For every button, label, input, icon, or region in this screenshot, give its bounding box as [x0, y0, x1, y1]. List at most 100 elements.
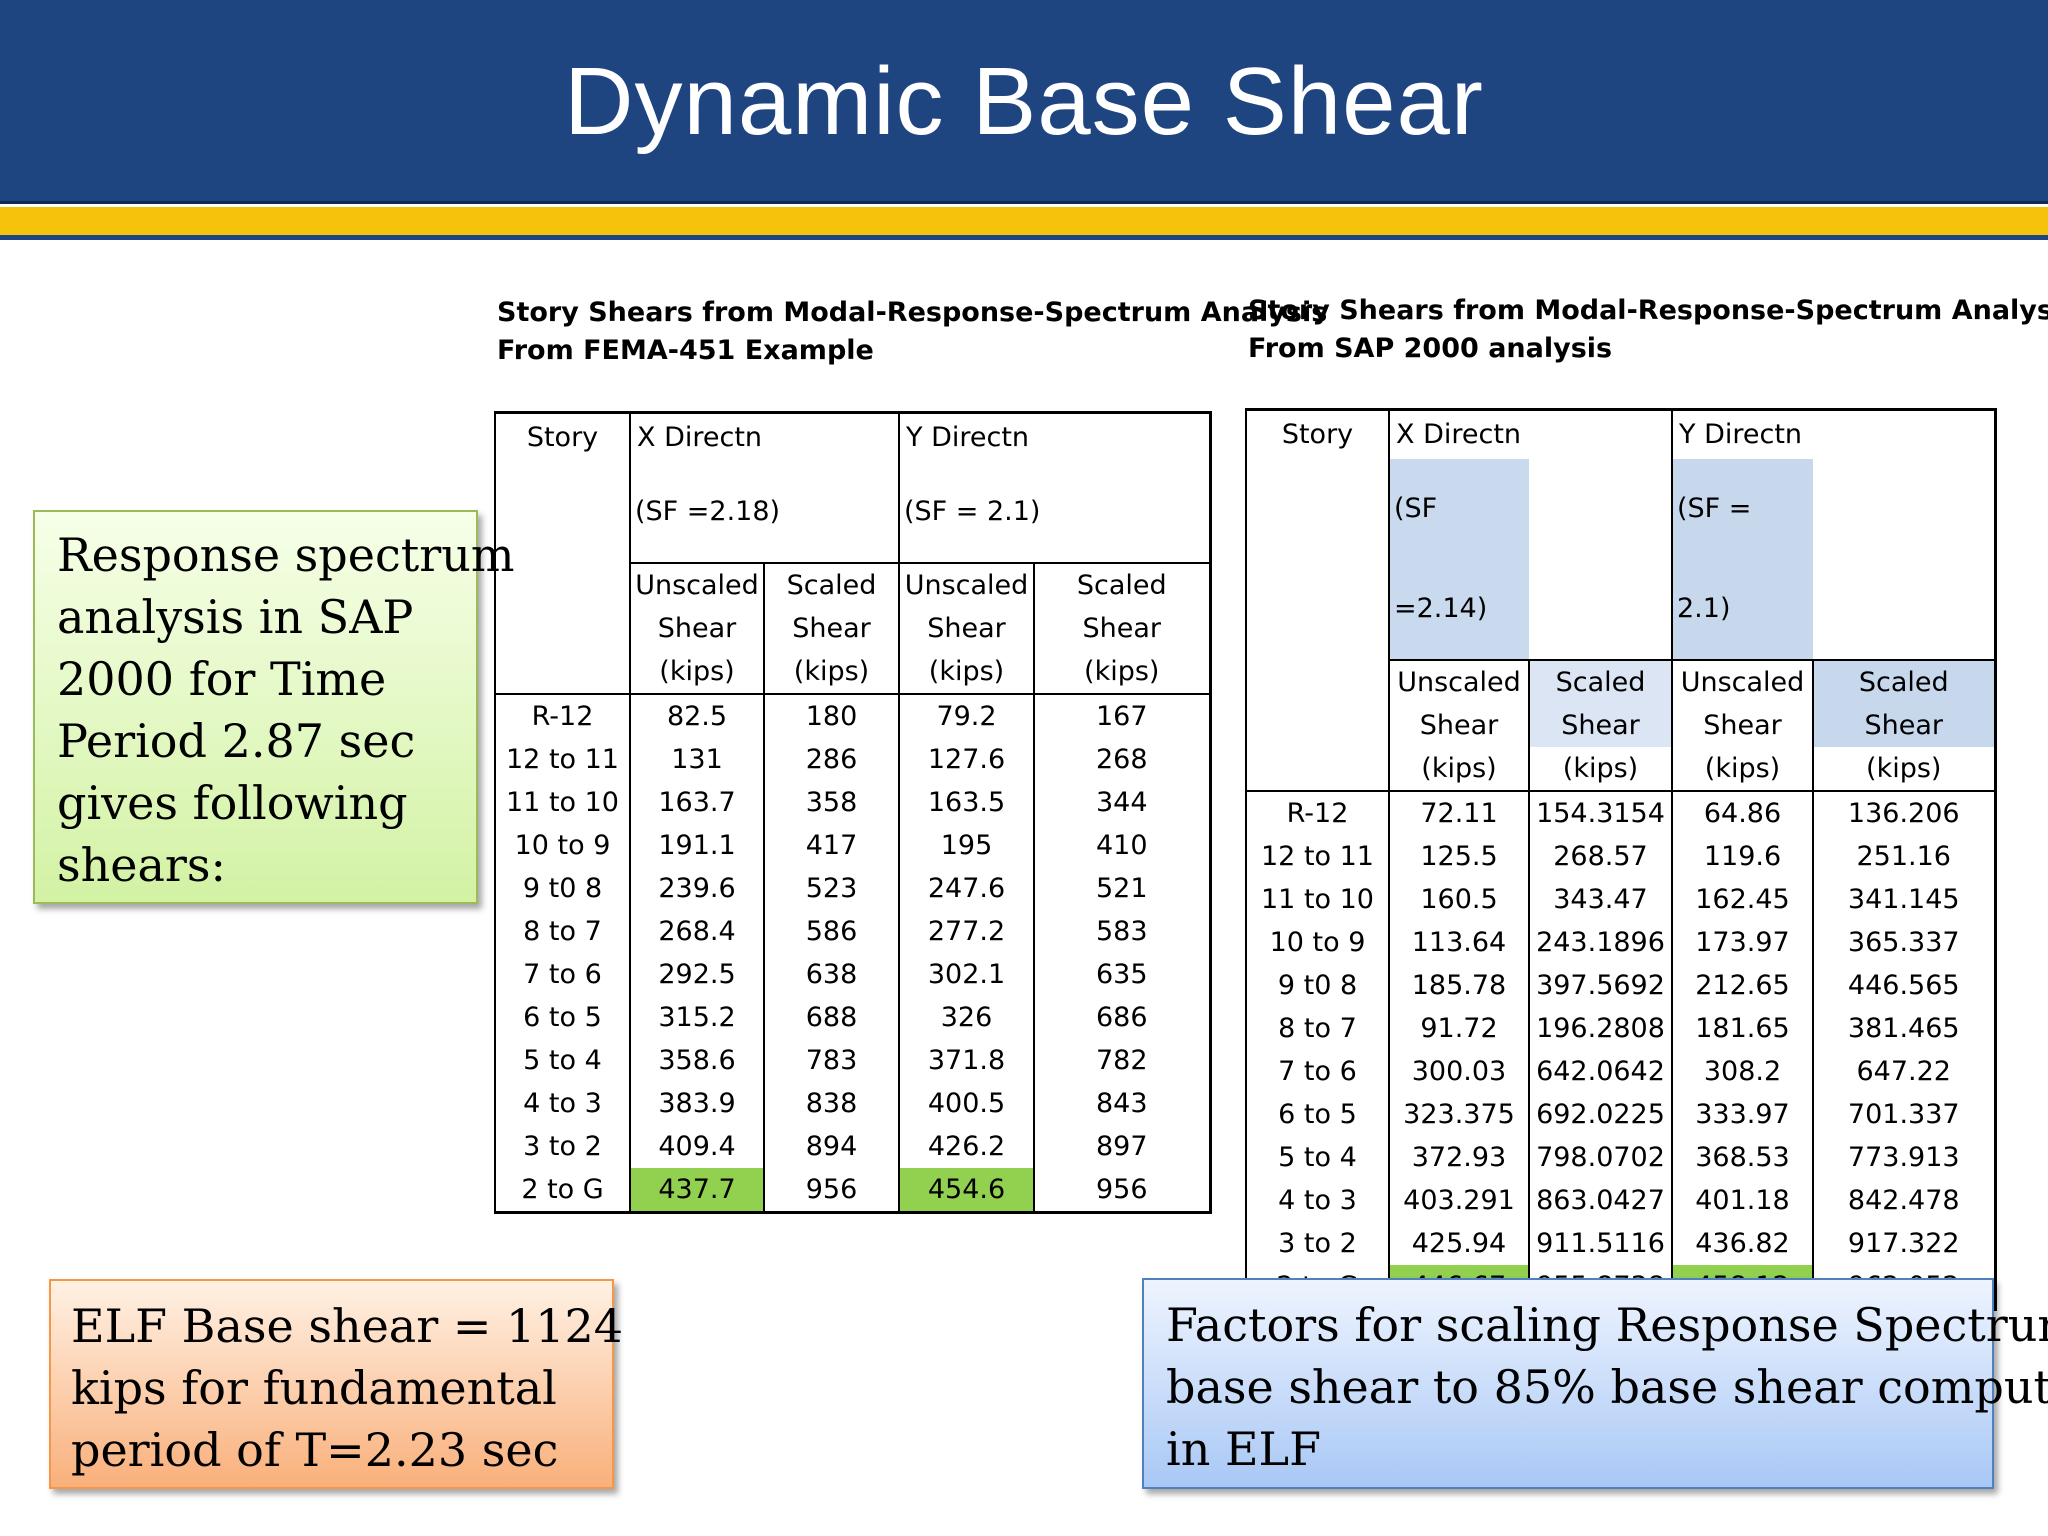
- shear-value-cell: 243.1896: [1528, 921, 1672, 964]
- shear-value-cell: 163.7: [629, 781, 764, 824]
- story-cell: 11 to 10: [494, 781, 630, 824]
- shear-value-cell: 409.4: [629, 1125, 764, 1168]
- shear-value-cell: 911.5116: [1528, 1222, 1672, 1265]
- shear-value-cell: 72.11: [1388, 790, 1529, 835]
- shear-value-cell: 638: [763, 953, 899, 996]
- table-row: 5 to 4 358.6 783 371.8 782: [494, 1039, 1212, 1082]
- story-cell: 12 to 11: [1245, 835, 1389, 878]
- story-cell: 8 to 7: [1245, 1007, 1389, 1050]
- table-row: 4 to 3 383.9 838 400.5 843: [494, 1082, 1212, 1125]
- shear-value-cell: 400.5: [898, 1082, 1034, 1125]
- shear-value-cell: 417: [763, 824, 899, 867]
- shear-value-cell: 371.8: [898, 1039, 1034, 1082]
- shear-value-cell: 358.6: [629, 1039, 764, 1082]
- kips-label: (kips): [898, 650, 1034, 694]
- shear-value-cell: 365.337: [1812, 921, 1997, 964]
- shear-value-cell: 162.45: [1671, 878, 1813, 921]
- shear-value-cell: 131: [629, 738, 764, 781]
- shear-value-cell: 863.0427: [1528, 1179, 1672, 1222]
- story-cell: 3 to 2: [494, 1125, 630, 1168]
- shear-label: Shear: [1033, 607, 1212, 650]
- scaling-factors-note: Factors for scaling Response Spectrum bas…: [1142, 1278, 2048, 1489]
- shear-value-cell: 251.16: [1812, 835, 1997, 878]
- shear-value-cell: 410: [1033, 824, 1212, 867]
- y-direction-header: Y Directn: [898, 411, 1212, 462]
- shear-label: Shear: [763, 607, 899, 650]
- shear-value-cell: 300.03: [1388, 1050, 1529, 1093]
- shear-value-cell: 127.6: [898, 738, 1034, 781]
- table-row: 4 to 3 403.291 863.0427 401.18 842.478: [1245, 1179, 1997, 1222]
- shear-value-cell: 773.913: [1812, 1136, 1997, 1179]
- table-row: 7 to 6 292.5 638 302.1 635: [494, 953, 1212, 996]
- shear-value-cell: 191.1: [629, 824, 764, 867]
- shear-value-cell: 195: [898, 824, 1034, 867]
- shear-label: Shear: [1388, 704, 1529, 747]
- fema-shear-table: Story X Directn Y Directn (SF =2.18) (SF…: [494, 411, 1212, 1214]
- table-row: 11 to 10 160.5 343.47 162.45 341.145: [1245, 878, 1997, 921]
- shear-value-cell: 436.82: [1671, 1222, 1813, 1265]
- shear-value-cell: 894: [763, 1125, 899, 1168]
- table-row: 11 to 10 163.7 358 163.5 344: [494, 781, 1212, 824]
- x-scale-factor: (SF =2.14): [1388, 459, 1529, 660]
- shear-value-cell: 277.2: [898, 910, 1034, 953]
- note-line: gives following: [57, 776, 408, 830]
- shear-value-cell: 782: [1033, 1039, 1212, 1082]
- note-line: period of T=2.23 sec: [71, 1423, 559, 1477]
- left-caption-line1: Story Shears from Modal-Response-Spectru…: [497, 297, 1328, 328]
- response-spectrum-note: Response spectrum analysis in SAP 2000 for…: [33, 510, 514, 904]
- story-header: Story: [494, 411, 630, 694]
- table-row: 10 to 9 191.1 417 195 410: [494, 824, 1212, 867]
- blank-cell: [1529, 459, 1672, 660]
- table-row: 12 to 11 131 286 127.6 268: [494, 738, 1212, 781]
- shear-value-cell: 403.291: [1388, 1179, 1529, 1222]
- shear-value-cell: 425.94: [1388, 1222, 1529, 1265]
- shear-value-cell: 642.0642: [1528, 1050, 1672, 1093]
- shear-value-cell: 341.145: [1812, 878, 1997, 921]
- story-cell: 6 to 5: [494, 996, 630, 1039]
- elf-base-shear-note: ELF Base shear = 1124 kips for fundamenta…: [49, 1279, 623, 1489]
- shear-value-cell: 180: [763, 693, 899, 738]
- shear-value-cell: 686: [1033, 996, 1212, 1039]
- blank-cell: [1813, 459, 1997, 660]
- table-row: 2 to G 437.7 956 454.6 956: [494, 1168, 1212, 1214]
- x-unscaled-label: Unscaled: [629, 562, 764, 607]
- shear-value-cell: 358: [763, 781, 899, 824]
- note-line: Factors for scaling Response Spectrum: [1166, 1298, 2048, 1352]
- shear-label: Shear: [1671, 704, 1813, 747]
- story-header: Story: [1245, 408, 1389, 791]
- shear-label: Shear: [898, 607, 1034, 650]
- shear-value-cell: 302.1: [898, 953, 1034, 996]
- shear-value-cell: 383.9: [629, 1082, 764, 1125]
- story-cell: 9 t0 8: [494, 867, 630, 910]
- right-caption-line1: Story Shears from Modal-Response-Spectru…: [1248, 295, 2048, 326]
- shear-value-cell: 368.53: [1671, 1136, 1813, 1179]
- note-line: in ELF: [1166, 1422, 1322, 1476]
- story-cell: 7 to 6: [1245, 1050, 1389, 1093]
- story-cell: 10 to 9: [1245, 921, 1389, 964]
- shear-value-cell: 688: [763, 996, 899, 1039]
- shear-value-cell: 426.2: [898, 1125, 1034, 1168]
- shear-value-cell: 437.7: [629, 1168, 764, 1214]
- shear-label: Shear: [1528, 704, 1672, 747]
- shear-value-cell: 701.337: [1812, 1093, 1997, 1136]
- accent-bar: [0, 207, 2048, 235]
- shear-value-cell: 635: [1033, 953, 1212, 996]
- shear-value-cell: 956: [763, 1168, 899, 1214]
- shear-value-cell: 372.93: [1388, 1136, 1529, 1179]
- x-scaled-label: Scaled: [1528, 659, 1672, 704]
- x-scale-factor: (SF =2.18): [629, 462, 899, 563]
- y-scaled-label: Scaled: [1033, 562, 1212, 607]
- table-row: 3 to 2 409.4 894 426.2 897: [494, 1125, 1212, 1168]
- shear-value-cell: 167: [1033, 693, 1212, 738]
- shear-value-cell: 843: [1033, 1082, 1212, 1125]
- shear-value-cell: 119.6: [1671, 835, 1813, 878]
- shear-value-cell: 82.5: [629, 693, 764, 738]
- table-row: 10 to 9 113.64 243.1896 173.97 365.337: [1245, 921, 1997, 964]
- y-direction-header: Y Directn: [1671, 408, 1997, 459]
- shear-value-cell: 315.2: [629, 996, 764, 1039]
- shear-value-cell: 286: [763, 738, 899, 781]
- note-line: analysis in SAP: [57, 590, 414, 644]
- shear-value-cell: 173.97: [1671, 921, 1813, 964]
- shear-value-cell: 838: [763, 1082, 899, 1125]
- story-cell: 10 to 9: [494, 824, 630, 867]
